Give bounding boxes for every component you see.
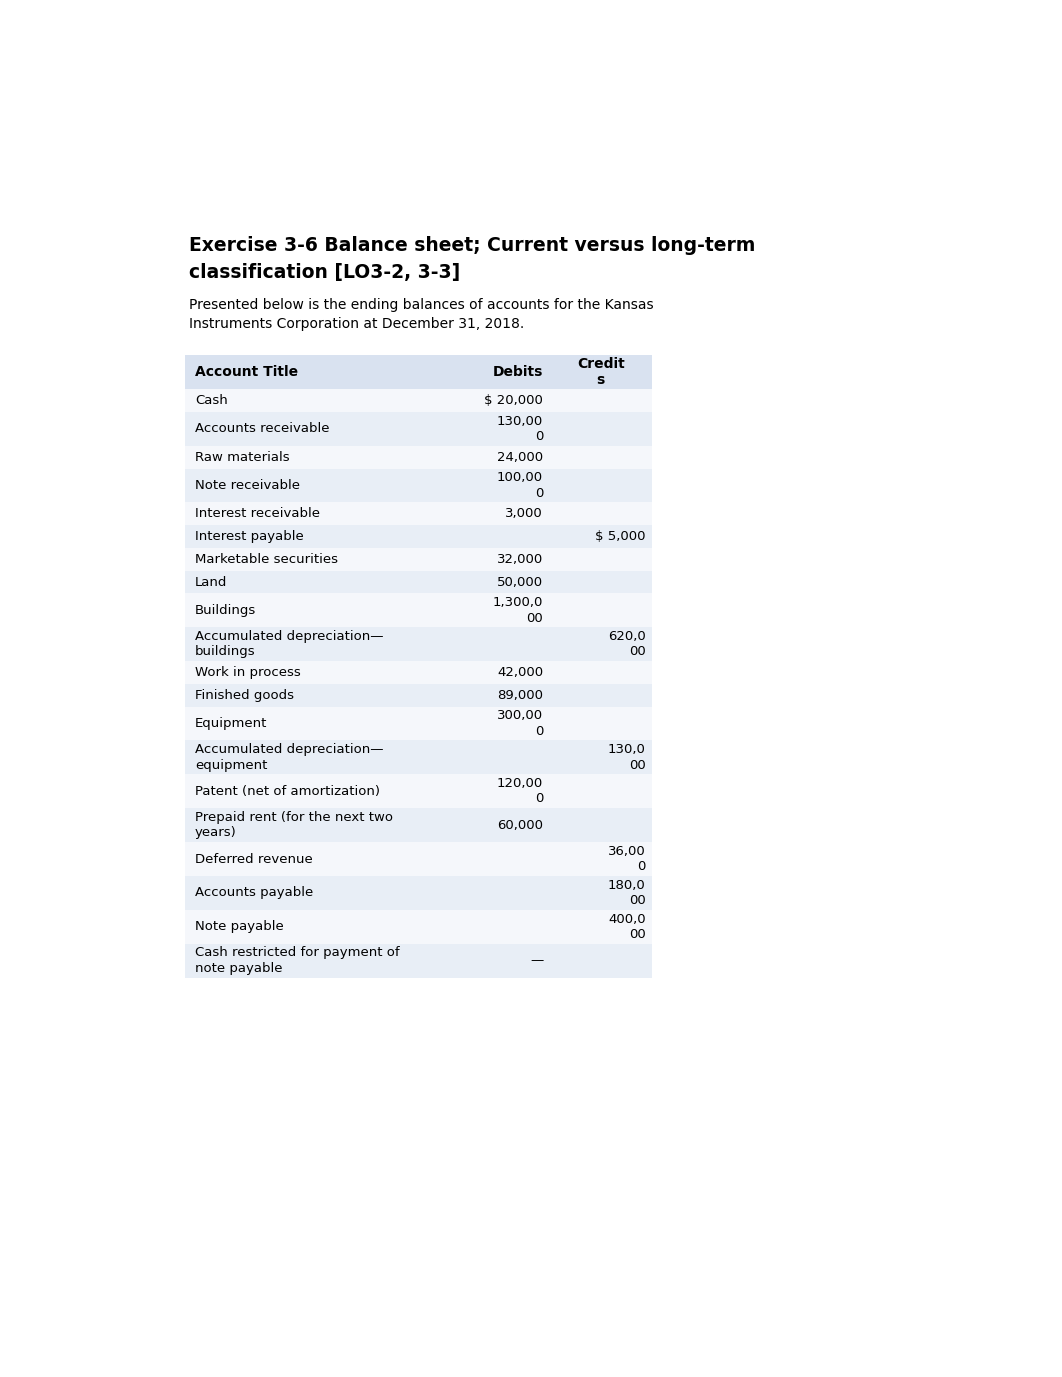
Bar: [186, 548, 652, 570]
Text: 100,00
0: 100,00 0: [497, 471, 543, 500]
Bar: [186, 390, 652, 412]
Text: 50,000: 50,000: [497, 576, 543, 588]
Text: Accounts receivable: Accounts receivable: [194, 423, 329, 435]
Text: Cash restricted for payment of
note payable: Cash restricted for payment of note paya…: [194, 946, 399, 975]
Bar: [186, 412, 652, 446]
Text: Presented below is the ending balances of accounts for the Kansas
Instruments Co: Presented below is the ending balances o…: [189, 297, 653, 332]
Text: Note payable: Note payable: [194, 920, 284, 934]
Text: 180,0
00: 180,0 00: [609, 879, 646, 907]
Text: 1,300,0
00: 1,300,0 00: [493, 596, 543, 625]
Text: Marketable securities: Marketable securities: [194, 552, 338, 566]
Bar: [186, 503, 652, 525]
Text: Cash: Cash: [194, 394, 227, 408]
Text: Debits: Debits: [493, 365, 543, 380]
Text: Exercise 3-6 Balance sheet; Current versus long-term
classification [LO3-2, 3-3]: Exercise 3-6 Balance sheet; Current vers…: [189, 235, 755, 282]
Text: 3,000: 3,000: [506, 507, 543, 521]
Text: 60,000: 60,000: [497, 819, 543, 832]
Bar: [186, 943, 652, 978]
Text: 89,000: 89,000: [497, 688, 543, 702]
Text: $ 20,000: $ 20,000: [484, 394, 543, 408]
Bar: [186, 910, 652, 943]
Bar: [186, 843, 652, 876]
Bar: [186, 684, 652, 706]
Text: 130,00
0: 130,00 0: [497, 414, 543, 443]
Text: Equipment: Equipment: [194, 717, 268, 730]
Text: Account Title: Account Title: [194, 365, 297, 380]
Bar: [186, 628, 652, 661]
Bar: [186, 593, 652, 628]
Bar: [186, 808, 652, 843]
Text: —: —: [530, 954, 543, 967]
Bar: [186, 876, 652, 910]
Text: Accumulated depreciation—
buildings: Accumulated depreciation— buildings: [194, 629, 383, 658]
Bar: [186, 468, 652, 503]
Text: 36,00
0: 36,00 0: [609, 844, 646, 873]
Bar: [186, 570, 652, 593]
Bar: [186, 661, 652, 684]
Text: Interest payable: Interest payable: [194, 530, 304, 543]
Text: Deferred revenue: Deferred revenue: [194, 852, 312, 866]
Text: Prepaid rent (for the next two
years): Prepaid rent (for the next two years): [194, 811, 393, 840]
Text: Note receivable: Note receivable: [194, 479, 299, 492]
Text: 620,0
00: 620,0 00: [609, 629, 646, 658]
Text: 130,0
00: 130,0 00: [607, 744, 646, 771]
Text: Accounts payable: Accounts payable: [194, 887, 313, 899]
Text: 120,00
0: 120,00 0: [497, 777, 543, 806]
Text: 400,0
00: 400,0 00: [609, 913, 646, 940]
Text: Credit
s: Credit s: [577, 357, 624, 387]
Text: Finished goods: Finished goods: [194, 688, 294, 702]
Text: Buildings: Buildings: [194, 603, 256, 617]
Text: Accumulated depreciation—
equipment: Accumulated depreciation— equipment: [194, 744, 383, 771]
Bar: [186, 741, 652, 774]
Text: 32,000: 32,000: [497, 552, 543, 566]
Bar: [186, 446, 652, 468]
Text: Raw materials: Raw materials: [194, 450, 289, 464]
Text: 300,00
0: 300,00 0: [497, 709, 543, 738]
Text: Patent (net of amortization): Patent (net of amortization): [194, 785, 380, 797]
Text: Land: Land: [194, 576, 227, 588]
Bar: [186, 525, 652, 548]
Bar: [186, 706, 652, 741]
Text: 42,000: 42,000: [497, 666, 543, 679]
Bar: [186, 774, 652, 808]
Text: 24,000: 24,000: [497, 450, 543, 464]
Text: Work in process: Work in process: [194, 666, 301, 679]
Text: Interest receivable: Interest receivable: [194, 507, 320, 521]
Bar: [186, 355, 652, 390]
Text: $ 5,000: $ 5,000: [596, 530, 646, 543]
